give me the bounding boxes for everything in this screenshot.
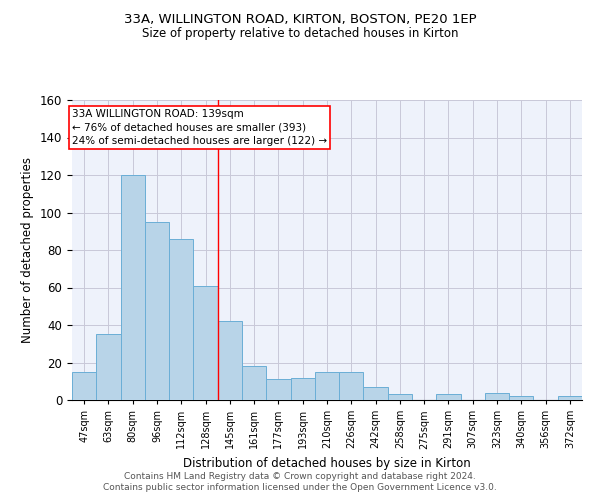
Text: 33A, WILLINGTON ROAD, KIRTON, BOSTON, PE20 1EP: 33A, WILLINGTON ROAD, KIRTON, BOSTON, PE… xyxy=(124,12,476,26)
Bar xyxy=(218,322,242,400)
X-axis label: Distribution of detached houses by size in Kirton: Distribution of detached houses by size … xyxy=(183,457,471,470)
Text: Contains HM Land Registry data © Crown copyright and database right 2024.: Contains HM Land Registry data © Crown c… xyxy=(124,472,476,481)
Y-axis label: Number of detached properties: Number of detached properties xyxy=(22,157,34,343)
Bar xyxy=(436,394,461,400)
Bar xyxy=(364,387,388,400)
Bar xyxy=(485,392,509,400)
Bar xyxy=(96,334,121,400)
Bar xyxy=(242,366,266,400)
Text: 33A WILLINGTON ROAD: 139sqm
← 76% of detached houses are smaller (393)
24% of se: 33A WILLINGTON ROAD: 139sqm ← 76% of det… xyxy=(72,110,327,146)
Bar xyxy=(315,372,339,400)
Text: Size of property relative to detached houses in Kirton: Size of property relative to detached ho… xyxy=(142,28,458,40)
Bar xyxy=(145,222,169,400)
Bar xyxy=(290,378,315,400)
Bar xyxy=(509,396,533,400)
Bar xyxy=(266,380,290,400)
Bar xyxy=(193,286,218,400)
Bar xyxy=(121,175,145,400)
Text: Contains public sector information licensed under the Open Government Licence v3: Contains public sector information licen… xyxy=(103,484,497,492)
Bar xyxy=(339,372,364,400)
Bar xyxy=(72,372,96,400)
Bar xyxy=(169,239,193,400)
Bar xyxy=(558,396,582,400)
Bar xyxy=(388,394,412,400)
